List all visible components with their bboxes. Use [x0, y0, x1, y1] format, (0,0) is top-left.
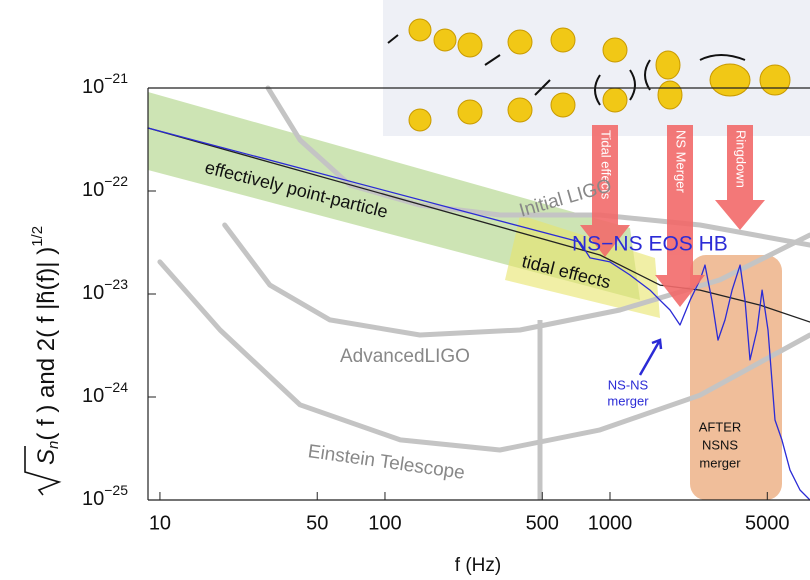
x-tick-label: 50 — [306, 512, 328, 534]
y-axis-label: Sn( f ) and 2( f |h̃(f)| )1/2 — [24, 226, 62, 496]
annotation: merger — [699, 455, 741, 470]
y-tick-exp: −24 — [104, 379, 128, 395]
annotation: merger — [607, 393, 649, 408]
x-tick-label: 500 — [526, 512, 559, 534]
y-label-text: Sn( f ) and 2( f |h̃(f)| )1/2 — [29, 226, 62, 465]
x-tick-label: 100 — [368, 512, 401, 534]
merger-arrow — [638, 338, 663, 376]
x-tick-label: 5000 — [745, 512, 790, 534]
series-line — [157, 259, 810, 453]
arrow-label: NS Merger — [674, 130, 689, 194]
y-tick-exp: −21 — [104, 70, 128, 86]
annotation: NSNS — [702, 437, 738, 452]
illustration-bg — [383, 0, 810, 136]
annotation: NS−NS EOS HB — [572, 233, 728, 256]
y-label-main: S — [33, 449, 60, 465]
y-tick-label: 10−24 — [82, 379, 128, 408]
y-label-sup: 1/2 — [29, 226, 46, 247]
arrows — [580, 125, 765, 307]
curve-label: Einstein Telescope — [307, 441, 466, 484]
y-tick-base: 10 — [82, 385, 104, 407]
sqrt-sign — [24, 446, 62, 496]
y-tick-exp: −25 — [104, 482, 128, 498]
x-tick-label: 1000 — [588, 512, 633, 534]
y-tick-base: 10 — [82, 76, 104, 98]
y-tick-exp: −23 — [104, 276, 128, 292]
curve-label: AdvancedLIGO — [340, 346, 470, 367]
arrow-label: Tidal effects — [599, 130, 614, 200]
y-tick-label: 10−25 — [82, 482, 128, 511]
series-line — [147, 127, 810, 501]
y-label-sub: n — [45, 441, 62, 449]
y-tick-label: 10−21 — [82, 70, 128, 99]
x-axis-label: f (Hz) — [455, 555, 501, 576]
arrow-label: Ringdown — [734, 130, 749, 188]
y-tick-base: 10 — [82, 179, 104, 201]
y-label-rest: ( f ) and 2( f |h̃(f)| ) — [33, 247, 60, 441]
y-tick-label: 10−22 — [82, 173, 128, 202]
annotation: NS-NS — [608, 377, 649, 392]
y-tick-base: 10 — [82, 488, 104, 510]
y-tick-base: 10 — [82, 282, 104, 304]
tidal-band — [505, 215, 660, 318]
illustration — [383, 0, 810, 136]
series-line — [222, 222, 810, 338]
annotation: AFTER — [699, 419, 742, 434]
x-tick-label: 10 — [149, 512, 171, 534]
y-tick-exp: −22 — [104, 173, 128, 189]
y-tick-label: 10−23 — [82, 276, 128, 305]
